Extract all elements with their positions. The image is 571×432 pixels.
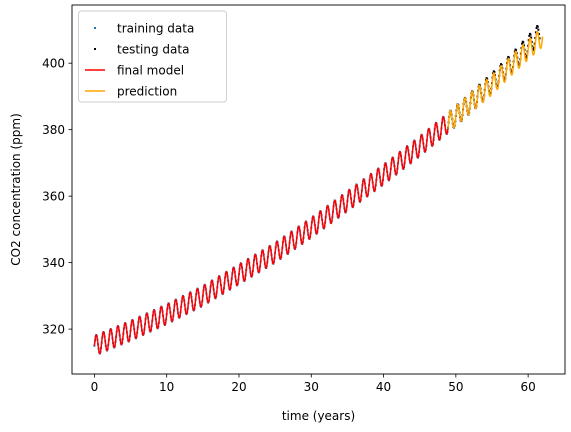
legend: training data testing data final model pred… [78, 10, 227, 103]
testing-data-point [534, 31, 537, 34]
y-tick-label: 400 [42, 56, 65, 70]
prediction-line [447, 30, 544, 129]
legend-item-prediction: prediction [85, 85, 177, 99]
x-tick-label: 0 [91, 380, 99, 394]
testing-data-point [532, 48, 535, 51]
legend-swatch [94, 48, 96, 50]
x-axis-label: time (years) [282, 409, 355, 423]
series-prediction [447, 30, 544, 129]
y-axis-label: CO2 concentration (ppm) [9, 113, 23, 265]
legend-label: testing data [117, 43, 189, 57]
series-layer [93, 25, 544, 355]
testing-data-point [507, 56, 510, 59]
testing-data-point [515, 49, 518, 52]
x-axis: 0 10 20 30 40 50 60 [91, 374, 536, 394]
legend-swatch [94, 27, 96, 29]
testing-data-point [538, 37, 541, 40]
series-testing-data [447, 25, 541, 129]
plot-frame [71, 4, 566, 375]
testing-data-point [535, 27, 538, 30]
x-tick-label: 20 [231, 380, 246, 394]
x-tick-label: 50 [448, 380, 463, 394]
series-training-data [93, 115, 449, 355]
testing-data-point [521, 42, 524, 45]
legend-item-training-data: training data [94, 22, 194, 36]
legend-label: prediction [117, 85, 177, 99]
final-model-line [93, 116, 449, 355]
x-tick-label: 10 [159, 380, 174, 394]
x-tick-label: 60 [520, 380, 535, 394]
y-axis: 320 340 360 380 400 [42, 56, 72, 336]
legend-label: final model [117, 64, 184, 78]
testing-data-point [537, 28, 540, 31]
y-tick-label: 360 [42, 189, 65, 203]
testing-data-point [493, 71, 496, 74]
legend-item-final-model: final model [85, 64, 184, 78]
testing-data-point [522, 41, 525, 44]
y-tick-label: 340 [42, 256, 65, 270]
x-tick-label: 40 [376, 380, 391, 394]
testing-data-point [525, 56, 528, 59]
x-tick-label: 30 [304, 380, 319, 394]
testing-data-point [500, 63, 503, 66]
legend-label: training data [117, 22, 194, 36]
testing-data-point [537, 33, 540, 36]
legend-item-testing-data: testing data [94, 43, 189, 57]
testing-data-point [530, 36, 533, 39]
testing-data-point [529, 33, 532, 36]
legend-box [78, 10, 227, 103]
y-tick-label: 320 [42, 322, 65, 336]
series-final-model [93, 116, 449, 355]
y-tick-label: 380 [42, 123, 65, 137]
testing-data-point [536, 25, 539, 28]
testing-data-point [528, 34, 531, 37]
